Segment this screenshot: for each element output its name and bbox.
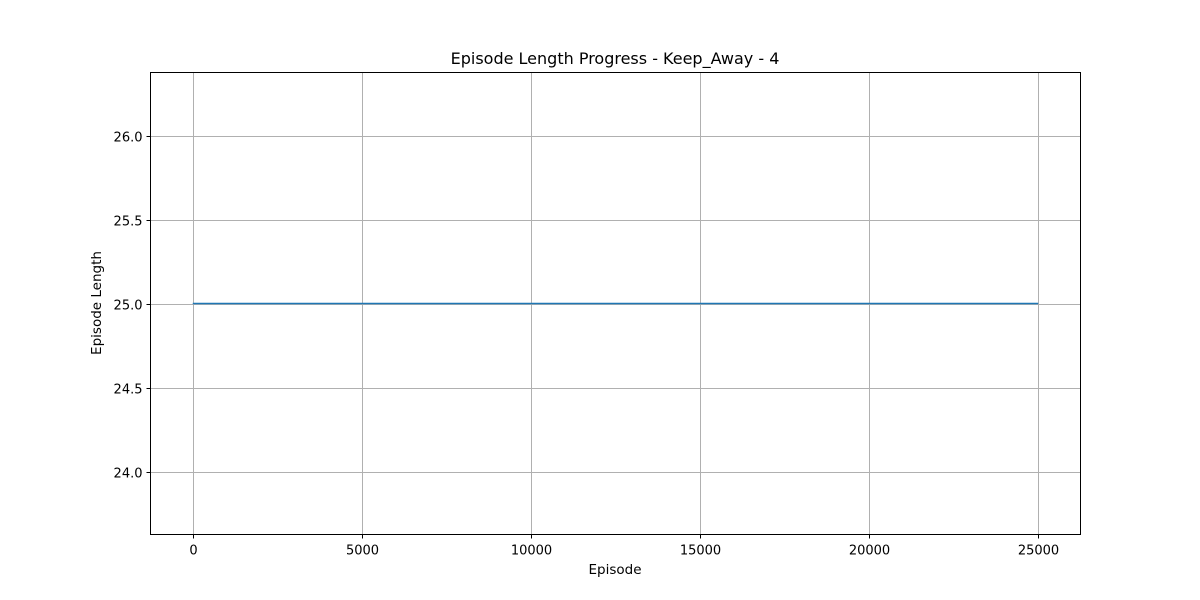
y-tick-label-4: 26.0: [114, 131, 143, 146]
y-tick-label-2: 25.0: [114, 299, 143, 314]
x-tick-label-3: 15000: [680, 544, 721, 559]
y-axis-label: Episode Length: [89, 251, 105, 355]
chart-title: Episode Length Progress - Keep_Away - 4: [451, 49, 780, 69]
y-tick-label-3: 25.5: [114, 215, 143, 230]
x-tick-label-4: 20000: [849, 544, 890, 559]
x-axis-label: Episode: [588, 562, 641, 578]
x-tick-label-2: 10000: [511, 544, 552, 559]
plot-frame: [150, 72, 1081, 535]
y-tick-label-0: 24.0: [114, 467, 143, 482]
y-axis-ticks: 24.0 24.5 25.0 25.5 26.0: [114, 131, 151, 482]
x-axis-ticks: 0 5000 10000 15000 20000 25000: [189, 534, 1059, 559]
x-tick-label-5: 25000: [1018, 544, 1059, 559]
x-tick-label-1: 5000: [346, 544, 379, 559]
y-tick-label-1: 24.5: [114, 383, 143, 398]
x-tick-label-0: 0: [189, 544, 197, 559]
